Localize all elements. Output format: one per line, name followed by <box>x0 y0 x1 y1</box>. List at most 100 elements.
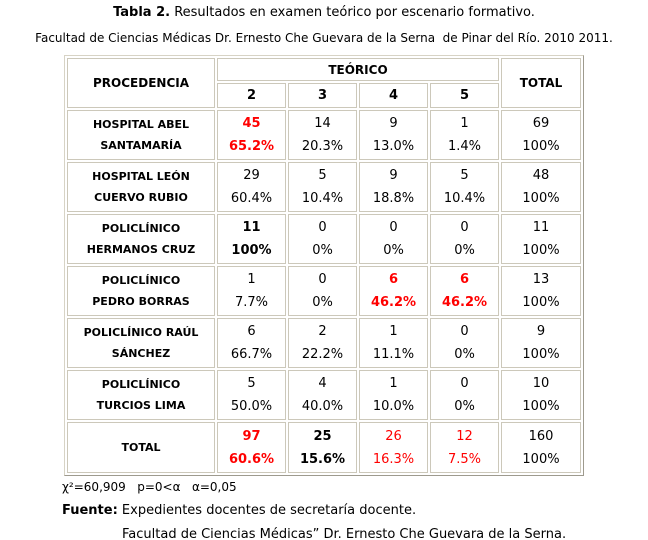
source-note-label: Fuente: <box>62 503 118 518</box>
cell-percent: 18.8% <box>372 191 415 206</box>
cell-percent: 50.0% <box>230 399 273 414</box>
cell-count: 9 <box>536 324 546 339</box>
cell-percent: 60.6% <box>228 451 275 467</box>
cell-count: 9 <box>389 168 398 183</box>
cell-count: 97 <box>242 428 261 444</box>
cell-percent: 0% <box>454 347 475 362</box>
cell-count: 1 <box>389 376 398 391</box>
data-cell: 45 65.2% <box>217 110 286 160</box>
row-label-line: CUERVO RUBIO <box>94 191 188 204</box>
data-cell: 160 100% <box>501 422 581 473</box>
source-note: Fuente: Expedientes docentes de secretar… <box>62 503 648 518</box>
row-label: HOSPITAL ABEL SANTAMARÍA <box>67 110 215 160</box>
source-note-line2: Facultad de Ciencias Médicas” Dr. Ernest… <box>122 527 567 540</box>
cell-percent: 20.3% <box>301 139 344 154</box>
row-label: POLICLÍNICO RAÚL SÁNCHEZ <box>67 318 215 368</box>
row-label: POLICLÍNICO TURCIOS LIMA <box>67 370 215 420</box>
header-row-1: PROCEDENCIA TEÓRICO TOTAL <box>67 58 581 108</box>
row-label: POLICLÍNICO PEDRO BORRAS <box>67 266 215 316</box>
cell-percent: 60.4% <box>230 191 273 206</box>
cell-count: 4 <box>318 376 327 391</box>
cell-percent: 100% <box>522 139 560 154</box>
data-cell: 26 16.3% <box>359 422 428 473</box>
cell-count: 2 <box>318 324 327 339</box>
row-label-line: TOTAL <box>121 441 161 454</box>
cell-percent: 100% <box>522 243 560 258</box>
data-cell: 6 66.7% <box>217 318 286 368</box>
data-cell: 1 10.0% <box>359 370 428 420</box>
cell-percent: 15.6% <box>299 451 346 467</box>
cell-percent: 0% <box>312 243 333 258</box>
data-cell: 1 7.7% <box>217 266 286 316</box>
subtitle: Facultad de Ciencias Médicas Dr. Ernesto… <box>35 31 613 45</box>
cell-count: 29 <box>243 168 260 183</box>
row-label-line: TURCIOS LIMA <box>96 399 186 412</box>
cell-count: 13 <box>532 272 550 287</box>
row-label-line: SANTAMARÍA <box>100 139 182 152</box>
row-label-line: HERMANOS CRUZ <box>86 243 196 256</box>
cell-percent: 13.0% <box>372 139 415 154</box>
header-procedencia: PROCEDENCIA <box>67 58 215 108</box>
row-label-line: POLICLÍNICO <box>101 378 181 391</box>
data-cell: 0 0% <box>288 214 357 264</box>
data-cell: 13 100% <box>501 266 581 316</box>
data-cell: 0 0% <box>430 370 499 420</box>
cell-count: 1 <box>460 116 469 131</box>
data-cell: 9 18.8% <box>359 162 428 212</box>
data-cell: 5 10.4% <box>430 162 499 212</box>
cell-percent: 10.4% <box>443 191 486 206</box>
data-cell: 6 46.2% <box>430 266 499 316</box>
cell-count: 0 <box>318 220 327 235</box>
cell-percent: 7.5% <box>447 451 482 467</box>
data-cell: 48 100% <box>501 162 581 212</box>
table-caption-text: Resultados en examen teórico por escenar… <box>170 5 535 20</box>
cell-percent: 66.7% <box>230 347 273 362</box>
cell-count: 45 <box>242 116 261 131</box>
cell-percent: 100% <box>231 243 272 258</box>
cell-percent: 65.2% <box>228 139 275 154</box>
cell-count: 6 <box>459 272 470 287</box>
cell-percent: 46.2% <box>441 295 488 310</box>
cell-percent: 0% <box>454 243 475 258</box>
cell-percent: 100% <box>522 191 560 206</box>
table-caption: Tabla 2. Resultados en examen teórico po… <box>0 0 648 20</box>
cell-count: 69 <box>532 116 550 131</box>
cell-count: 160 <box>528 428 554 444</box>
data-cell: 11 100% <box>501 214 581 264</box>
cell-count: 6 <box>388 272 399 287</box>
data-cell: 14 20.3% <box>288 110 357 160</box>
table-body: HOSPITAL ABEL SANTAMARÍA 45 65.2% 14 20.3% 9 13… <box>67 110 581 473</box>
data-cell: 6 46.2% <box>359 266 428 316</box>
row-label-line: SÁNCHEZ <box>111 347 171 360</box>
data-cell: 69 100% <box>501 110 581 160</box>
header-total: TOTAL <box>501 58 581 108</box>
cell-count: 11 <box>532 220 550 235</box>
row-label-line: HOSPITAL ABEL <box>92 118 190 131</box>
data-cell: 9 100% <box>501 318 581 368</box>
data-cell: 29 60.4% <box>217 162 286 212</box>
cell-count: 0 <box>318 272 327 287</box>
cell-percent: 100% <box>522 295 560 310</box>
table-row: HOSPITAL ABEL SANTAMARÍA 45 65.2% 14 20.3% 9 13… <box>67 110 581 160</box>
data-cell: 25 15.6% <box>288 422 357 473</box>
data-cell: 97 60.6% <box>217 422 286 473</box>
data-cell: 0 0% <box>359 214 428 264</box>
data-cell: 0 0% <box>430 214 499 264</box>
cell-count: 1 <box>389 324 398 339</box>
cell-percent: 100% <box>522 399 560 414</box>
cell-percent: 7.7% <box>234 295 269 310</box>
cell-percent: 10.0% <box>372 399 415 414</box>
cell-count: 0 <box>389 220 398 235</box>
data-cell: 12 7.5% <box>430 422 499 473</box>
cell-count: 5 <box>247 376 256 391</box>
table-row: POLICLÍNICO TURCIOS LIMA 5 50.0% 4 40.0% 1 10.0… <box>67 370 581 420</box>
cell-count: 0 <box>460 324 469 339</box>
data-cell: 9 13.0% <box>359 110 428 160</box>
data-cell: 1 1.4% <box>430 110 499 160</box>
table-row: POLICLÍNICO PEDRO BORRAS 1 7.7% 0 0% 6 46.2% 6 46… <box>67 266 581 316</box>
cell-percent: 11.1% <box>372 347 415 362</box>
